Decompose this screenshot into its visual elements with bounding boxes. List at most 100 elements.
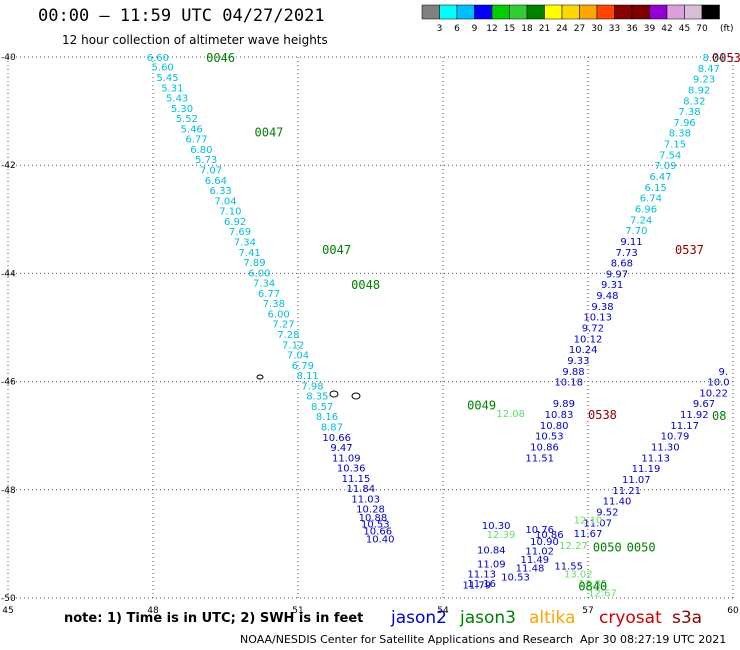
time-label: 08 (712, 409, 726, 423)
wave-height-label: 5.73 (195, 155, 217, 166)
wave-height-label: 11.49 (521, 555, 550, 566)
wave-height-label: 7.34 (234, 237, 256, 248)
wave-height-label: 9. (719, 367, 729, 378)
wave-height-label: 7.04 (214, 196, 236, 207)
wave-height-label: 9.11 (620, 237, 642, 248)
wave-height-label: 10.86 (530, 443, 559, 454)
wave-height-label: 8.47 (698, 64, 720, 75)
wave-height-label: 9.97 (606, 269, 628, 280)
wave-height-label: 11.09 (477, 559, 506, 570)
y-tick-label: -40 (1, 53, 16, 63)
wave-height-label: 6.33 (210, 186, 232, 197)
wave-height-label: 5.31 (161, 83, 183, 94)
colorbar-label: 6 (454, 24, 460, 34)
wave-height-label: 8.57 (311, 402, 333, 413)
colorbar-label: 12 (486, 24, 497, 34)
colorbar-swatch (701, 4, 720, 20)
wave-height-label: 11.30 (651, 443, 680, 454)
colorbar-label: 30 (591, 24, 603, 34)
wave-height-label: 6.77 (185, 135, 207, 146)
time-label: 0049 (467, 398, 496, 412)
wave-height-label: 10.86 (535, 530, 564, 541)
wave-height-label: 11.07 (622, 475, 651, 486)
wave-height-label: 10.0 (707, 378, 729, 389)
wave-height-label: 6.80 (190, 145, 212, 156)
wave-height-label: 9.23 (693, 75, 715, 86)
colorbar-label: 45 (679, 24, 690, 34)
wave-height-label: 11.15 (342, 474, 371, 485)
wave-height-label: 6.00 (268, 309, 290, 320)
x-tick-label: 48 (147, 606, 159, 616)
wave-height-label: 10.12 (574, 334, 603, 345)
wave-height-label: 6.47 (649, 172, 671, 183)
wave-height-label: 11.16 (467, 579, 496, 590)
wave-height-label: 9.38 (591, 302, 613, 313)
wave-height-label: 11.92 (680, 410, 709, 421)
time-label: 0537 (675, 243, 704, 257)
wave-height-label: 6.77 (258, 289, 280, 300)
y-tick-label: -46 (1, 378, 16, 388)
wave-height-label: 10.66 (363, 526, 392, 537)
wave-height-label: 7.04 (287, 351, 309, 362)
wave-height-label: 6.60 (147, 53, 169, 64)
colorbar-label: 42 (661, 24, 672, 34)
time-label: 0840 (578, 580, 607, 594)
wave-height-label: 6.74 (640, 194, 662, 205)
time-label: 0053 (712, 51, 740, 65)
time-label: 0048 (351, 278, 380, 292)
wave-height-label: 11.17 (670, 421, 699, 432)
time-label: 0050 (593, 541, 622, 555)
satellite-s3a: s3a (672, 608, 703, 628)
colorbar-label: 33 (609, 24, 620, 34)
wave-height-label: 7.89 (243, 258, 265, 269)
page-subtitle: 12 hour collection of altimeter wave hei… (62, 33, 328, 47)
colorbar-label: 9 (472, 24, 478, 34)
wave-height-label: 11.02 (525, 546, 554, 557)
wave-height-label: 7.27 (272, 320, 294, 331)
wave-height-label: 7.38 (263, 299, 285, 310)
wave-height-label: 13.02 (564, 570, 593, 581)
wave-height-label: 12.39 (487, 530, 516, 541)
wave-height-label: 8.32 (683, 96, 705, 107)
wave-height-label: 10.53 (535, 432, 564, 443)
wave-height-label: 10.84 (477, 545, 506, 556)
wave-height-label: 11.09 (332, 453, 361, 464)
wave-height-label: 10.83 (545, 410, 574, 421)
wave-height-label: 7.07 (200, 166, 222, 177)
wave-height-label: 10.24 (569, 345, 598, 356)
wave-height-label: 12.10 (574, 516, 603, 527)
wave-height-label: 7.96 (674, 118, 696, 129)
colorbar-unit: (ft) (720, 24, 734, 34)
wave-height-label: 10.90 (530, 537, 559, 548)
wave-height-label: 5.60 (152, 63, 174, 74)
wave-height-label: 5.52 (176, 114, 198, 125)
wave-height-label: 9.47 (330, 443, 352, 454)
satellite-cryosat: cryosat (599, 608, 662, 628)
time-label: 0047 (255, 126, 284, 140)
wave-height-label: 11.13 (641, 453, 670, 464)
wave-height-label: 7.98 (301, 381, 323, 392)
x-tick-label: 54 (437, 606, 449, 616)
time-label: 0046 (206, 51, 235, 65)
wave-height-label: 6.64 (205, 176, 227, 187)
wave-height-label: 11.40 (603, 497, 632, 508)
wave-height-label: 7.24 (630, 215, 652, 226)
wave-height-label: 6.00 (248, 268, 270, 279)
wave-height-label: 12.27 (559, 541, 588, 552)
wave-height-label: 11.84 (347, 484, 376, 495)
wave-height-label: 7.09 (654, 161, 676, 172)
x-tick-label: 60 (727, 606, 739, 616)
wave-height-label: 11.51 (525, 453, 554, 464)
colorbar-label: 27 (574, 24, 585, 34)
x-tick-label: 57 (582, 606, 593, 616)
wave-height-label: 10.53 (501, 572, 530, 583)
wave-height-label: 9.88 (562, 367, 584, 378)
colorbar-label: 70 (696, 24, 708, 34)
wave-height-label: 7.41 (239, 248, 261, 259)
y-tick-label: -48 (1, 486, 16, 496)
wave-height-label: 7.70 (625, 226, 647, 237)
page-title: 00:00 – 11:59 UTC 04/27/2021 (38, 6, 325, 26)
wave-height-label: 5.45 (156, 73, 178, 84)
colorbar-label: 21 (539, 24, 550, 34)
